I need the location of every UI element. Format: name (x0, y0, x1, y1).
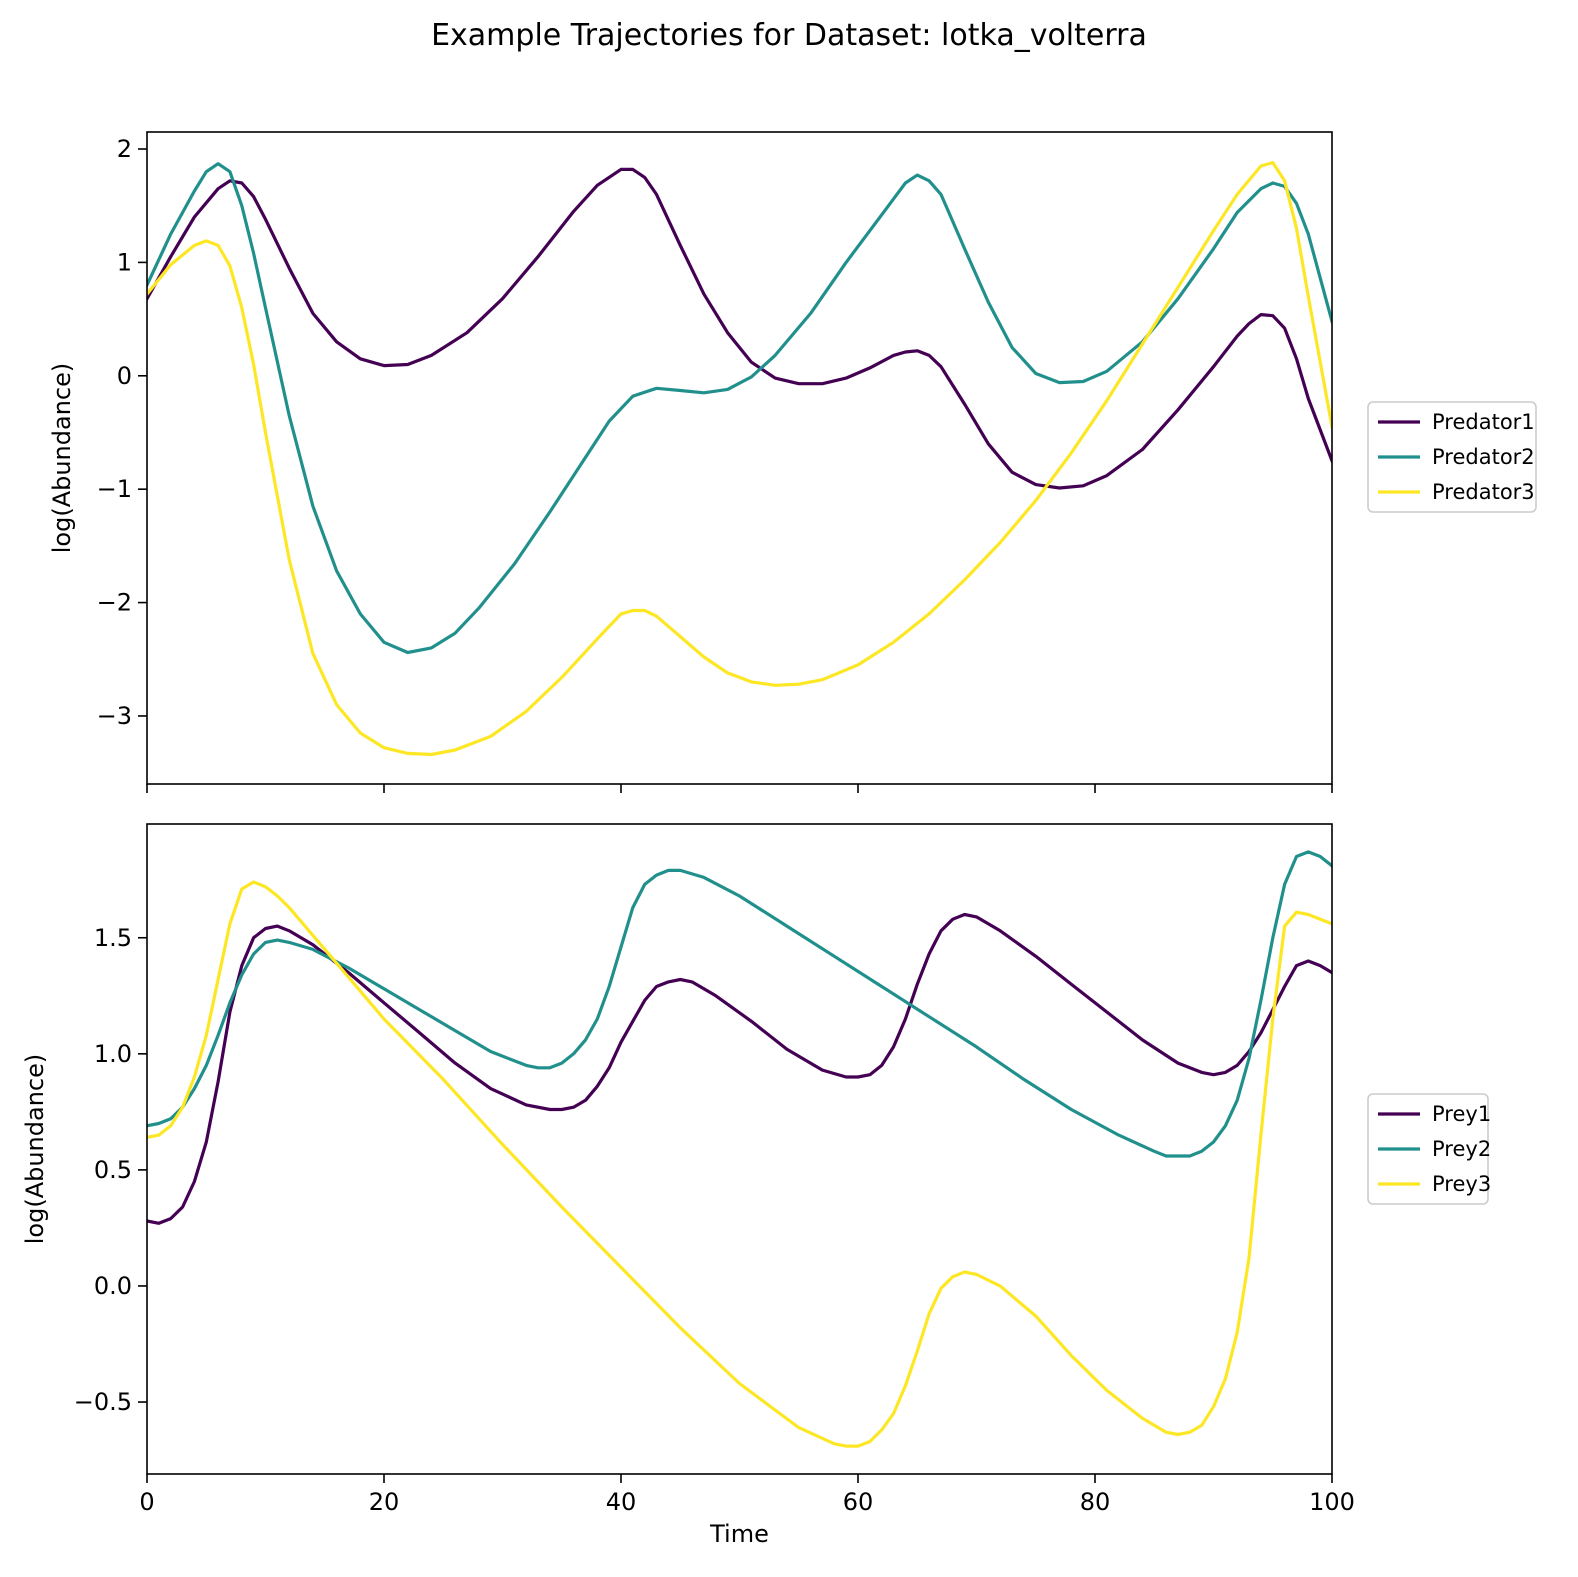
legend: Predator1 Predator2 Predator3 (1367, 401, 1537, 513)
legend-label-predator2: Predator2 (1432, 445, 1535, 469)
series-line-prey2 (147, 850, 1332, 1158)
legend: Prey1 Prey2 Prey3 (1367, 1093, 1491, 1205)
y-tick-label: 0.0 (94, 1272, 132, 1300)
x-axis-label: Time (709, 1520, 769, 1548)
y-tick-label: 1 (117, 248, 132, 276)
x-tick-label: 20 (369, 1488, 400, 1516)
y-tick-label: −0.5 (74, 1388, 132, 1416)
y-tick-label: 1.5 (94, 924, 132, 952)
y-tick-label: −2 (97, 589, 132, 617)
plot-frame (146, 131, 1333, 785)
y-tick-label: 1.0 (94, 1040, 132, 1068)
y-axis-label: log(Abundance) (48, 363, 76, 554)
x-tick-label: 100 (1309, 1488, 1355, 1516)
series-line-prey3 (147, 880, 1332, 1448)
legend-label-predator1: Predator1 (1432, 410, 1535, 434)
x-tick-label: 80 (1080, 1488, 1111, 1516)
legend-label-prey2: Prey2 (1432, 1137, 1491, 1161)
x-tick-label: 60 (843, 1488, 874, 1516)
x-tick-label: 40 (606, 1488, 637, 1516)
figure-title: Example Trajectories for Dataset: lotka_… (431, 18, 1147, 53)
legend-label-prey3: Prey3 (1432, 1172, 1491, 1196)
legend-box (1367, 401, 1537, 513)
series-line-prey1 (147, 912, 1332, 1225)
legend-label-prey1: Prey1 (1432, 1102, 1491, 1126)
y-tick-label: 0 (117, 362, 132, 390)
y-tick-label: −3 (97, 702, 132, 730)
x-tick-label: 0 (139, 1488, 154, 1516)
plot-frame (146, 823, 1333, 1475)
y-tick-label: −1 (97, 475, 132, 503)
legend-label-predator3: Predator3 (1432, 480, 1535, 504)
legend-box (1367, 1093, 1489, 1205)
series-line-predator1 (147, 167, 1332, 490)
y-axis-label: log(Abundance) (21, 1054, 49, 1245)
y-tick-label: 2 (117, 135, 132, 163)
panel-2: 0 20 40 60 80 100 −0.5 0.0 0.5 1.0 1.5 log(Abundanc… (21, 823, 1491, 1548)
y-tick-label: 0.5 (94, 1156, 132, 1184)
series-line-predator3 (147, 161, 1332, 757)
